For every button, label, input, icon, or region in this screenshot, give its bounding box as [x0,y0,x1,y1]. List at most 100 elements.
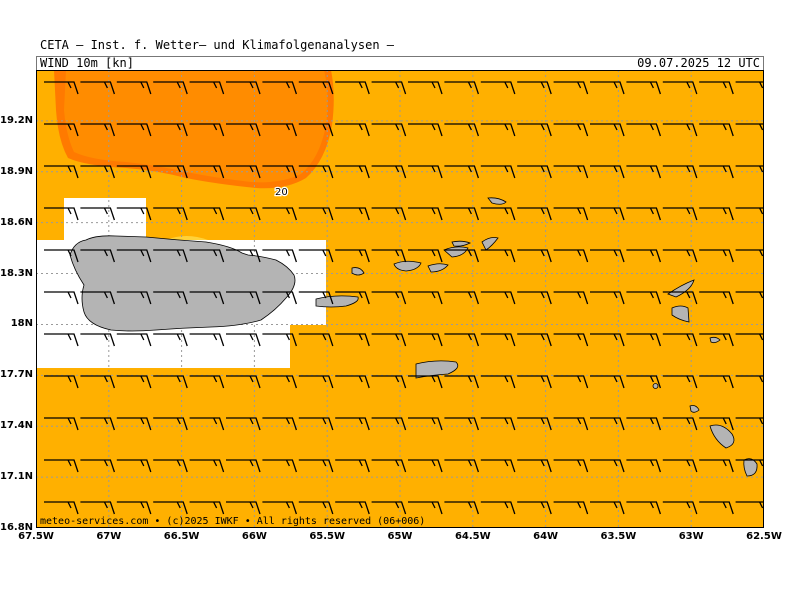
wind-barb [80,333,116,347]
wind-barb [80,249,116,263]
wind-barb [116,417,152,431]
wind-barb [699,501,734,515]
wind-barb [553,291,589,305]
wind-barb [735,333,764,341]
wind-barb [699,207,734,221]
wind-barb [444,165,480,179]
lat-tick-label: 16.8N [0,522,34,533]
wind-barb [80,81,116,95]
puerto-rico-island [69,235,296,332]
lat-tick-label: 17.4N [0,420,34,432]
wind-barb [699,375,734,389]
wind-barb [480,501,516,515]
wind-barb [444,333,480,347]
st-john-island [427,263,449,273]
calm-zone-nw-gap [36,198,64,240]
field-label: WIND 10m [kn] [40,56,134,70]
wind-barb [699,417,734,431]
wind-barb [371,417,407,431]
lon-tick-label: 64W [533,531,559,542]
lat-tick-label: 17.7N [0,369,34,381]
wind-barb [262,123,298,137]
wind-barb [371,123,407,137]
wind-barb [662,501,698,515]
map-title: CETA – Inst. f. Wetter– und Klimafolgena… [40,38,395,52]
wind-barb [153,501,188,515]
wind-barb [699,165,734,179]
wind-barb [116,81,152,95]
wind-barb [298,249,334,263]
wind-barb [371,501,407,515]
wind-barb [189,501,225,515]
st-barts-island [709,336,721,344]
wind-barb [480,459,516,473]
wind-barb [44,81,79,95]
wind-barb [226,417,261,431]
wind-barb [371,333,407,347]
calm-zone-e-gap [290,325,326,368]
lon-tick-label: 65W [387,531,413,542]
wind-barb [480,333,516,347]
wind-barb [153,333,188,347]
wind-barb [517,375,552,389]
wind-barb [226,375,261,389]
wind-barb [226,291,261,305]
wind-barb [590,165,625,179]
wind-barb [517,417,552,431]
wind-barb [371,165,407,179]
wind-barb [335,501,370,515]
wind-barb [116,207,152,221]
wind-barb [262,291,298,305]
wind-barb [662,207,698,221]
wind-barb [444,249,480,263]
st-martin-island [671,305,690,323]
wind-barb [590,123,625,137]
wind-barb [335,123,370,137]
wind-barb [662,165,698,179]
wind-barb [444,501,480,515]
wind-barb [590,249,625,263]
wind-barb [480,81,516,95]
wind-barb [626,165,662,179]
wind-barb [226,501,261,515]
wind-barb [480,375,516,389]
wind-barb [116,375,152,389]
wind-barb [735,417,764,425]
wind-barb [371,459,407,473]
wind-barb [335,417,370,431]
culebra-island [351,267,365,276]
wind-barb [335,291,370,305]
wind-barb [408,291,443,305]
wind-barb [408,375,443,389]
wind-barb [444,123,480,137]
wind-barb [153,165,188,179]
wind-barb [699,291,734,305]
wind-barb [553,333,589,347]
wind-barb [662,81,698,95]
wind-barb [80,375,116,389]
wind-barb [44,291,79,305]
bvi-islet [451,240,471,247]
wind-barb [189,207,225,221]
wind-barb [116,459,152,473]
st-kitts-island [709,424,735,449]
wind-barb [371,207,407,221]
wind-barb [444,417,480,431]
map-panel: 20 [36,70,764,528]
wind-barb [517,291,552,305]
wind-barb [480,249,516,263]
wind-barb [44,207,79,221]
wind-barb [699,249,734,263]
wind-barb [44,165,79,179]
wind-barb [116,249,152,263]
wind-barb [626,459,662,473]
wind-barb [262,501,298,515]
map-border [36,70,764,528]
wind-barb [735,81,764,89]
wind-barb [626,207,662,221]
wind-barb [517,81,552,95]
wind-barb [153,81,188,95]
wind-barb [226,123,261,137]
wind-barb [735,207,764,215]
lon-tick-label: 64.5W [454,531,491,542]
